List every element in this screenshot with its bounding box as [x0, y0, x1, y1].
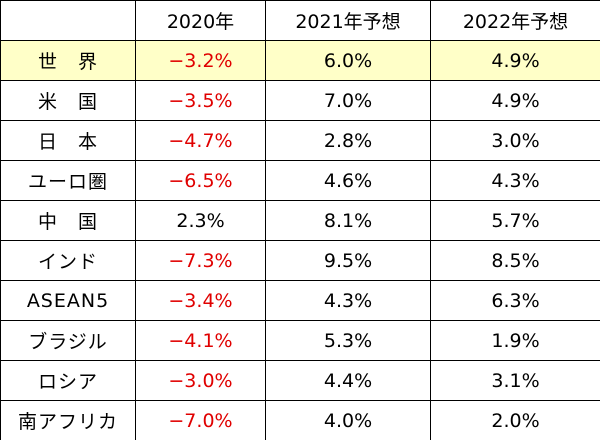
table-row: 日 本 −4.7% 2.8% 3.0%: [0, 120, 600, 161]
value-cell: 4.3%: [430, 160, 600, 201]
row-label: 日 本: [0, 120, 136, 161]
column-header: 2020年: [135, 0, 266, 41]
value-cell: −3.0%: [135, 360, 266, 401]
value-cell: 2.8%: [265, 120, 431, 161]
value-cell: 2.3%: [135, 200, 266, 241]
value-cell: 5.7%: [430, 200, 600, 241]
row-label: インド: [0, 240, 136, 281]
row-label: ブラジル: [0, 320, 136, 361]
value-cell: 7.0%: [265, 80, 431, 121]
value-cell: −7.3%: [135, 240, 266, 281]
table-row: ブラジル −4.1% 5.3% 1.9%: [0, 320, 600, 361]
value-cell: −3.4%: [135, 280, 266, 321]
value-cell: 8.1%: [265, 200, 431, 241]
value-cell: −4.1%: [135, 320, 266, 361]
value-cell: 2.0%: [430, 400, 600, 440]
value-cell: −6.5%: [135, 160, 266, 201]
column-header: 2021年予想: [265, 0, 431, 41]
row-label: ユーロ圏: [0, 160, 136, 201]
value-cell: 4.3%: [265, 280, 431, 321]
table-row: インド −7.3% 9.5% 8.5%: [0, 240, 600, 281]
value-cell: 4.9%: [430, 40, 600, 81]
value-cell: 5.3%: [265, 320, 431, 361]
row-label: ASEAN5: [0, 280, 136, 321]
table-row: 米 国 −3.5% 7.0% 4.9%: [0, 80, 600, 121]
table-row: ユーロ圏 −6.5% 4.6% 4.3%: [0, 160, 600, 201]
row-label: 米 国: [0, 80, 136, 121]
value-cell: 1.9%: [430, 320, 600, 361]
value-cell: 3.0%: [430, 120, 600, 161]
table-row: 世 界 −3.2% 6.0% 4.9%: [0, 40, 600, 81]
value-cell: 6.0%: [265, 40, 431, 81]
table-row: 南アフリカ −7.0% 4.0% 2.0%: [0, 400, 600, 440]
value-cell: 6.3%: [430, 280, 600, 321]
value-cell: 4.9%: [430, 80, 600, 121]
table-row: ASEAN5 −3.4% 4.3% 6.3%: [0, 280, 600, 321]
value-cell: −4.7%: [135, 120, 266, 161]
value-cell: −3.5%: [135, 80, 266, 121]
value-cell: 3.1%: [430, 360, 600, 401]
row-label: 南アフリカ: [0, 400, 136, 440]
row-label: 中 国: [0, 200, 136, 241]
corner-cell: [0, 0, 136, 41]
column-header: 2022年予想: [430, 0, 600, 41]
row-label: 世 界: [0, 40, 136, 81]
row-label: ロシア: [0, 360, 136, 401]
value-cell: 4.4%: [265, 360, 431, 401]
table-row: 中 国 2.3% 8.1% 5.7%: [0, 200, 600, 241]
value-cell: 9.5%: [265, 240, 431, 281]
value-cell: −3.2%: [135, 40, 266, 81]
value-cell: −7.0%: [135, 400, 266, 440]
header-row: 2020年 2021年予想 2022年予想: [0, 0, 600, 41]
value-cell: 8.5%: [430, 240, 600, 281]
value-cell: 4.0%: [265, 400, 431, 440]
value-cell: 4.6%: [265, 160, 431, 201]
table-row: ロシア −3.0% 4.4% 3.1%: [0, 360, 600, 401]
